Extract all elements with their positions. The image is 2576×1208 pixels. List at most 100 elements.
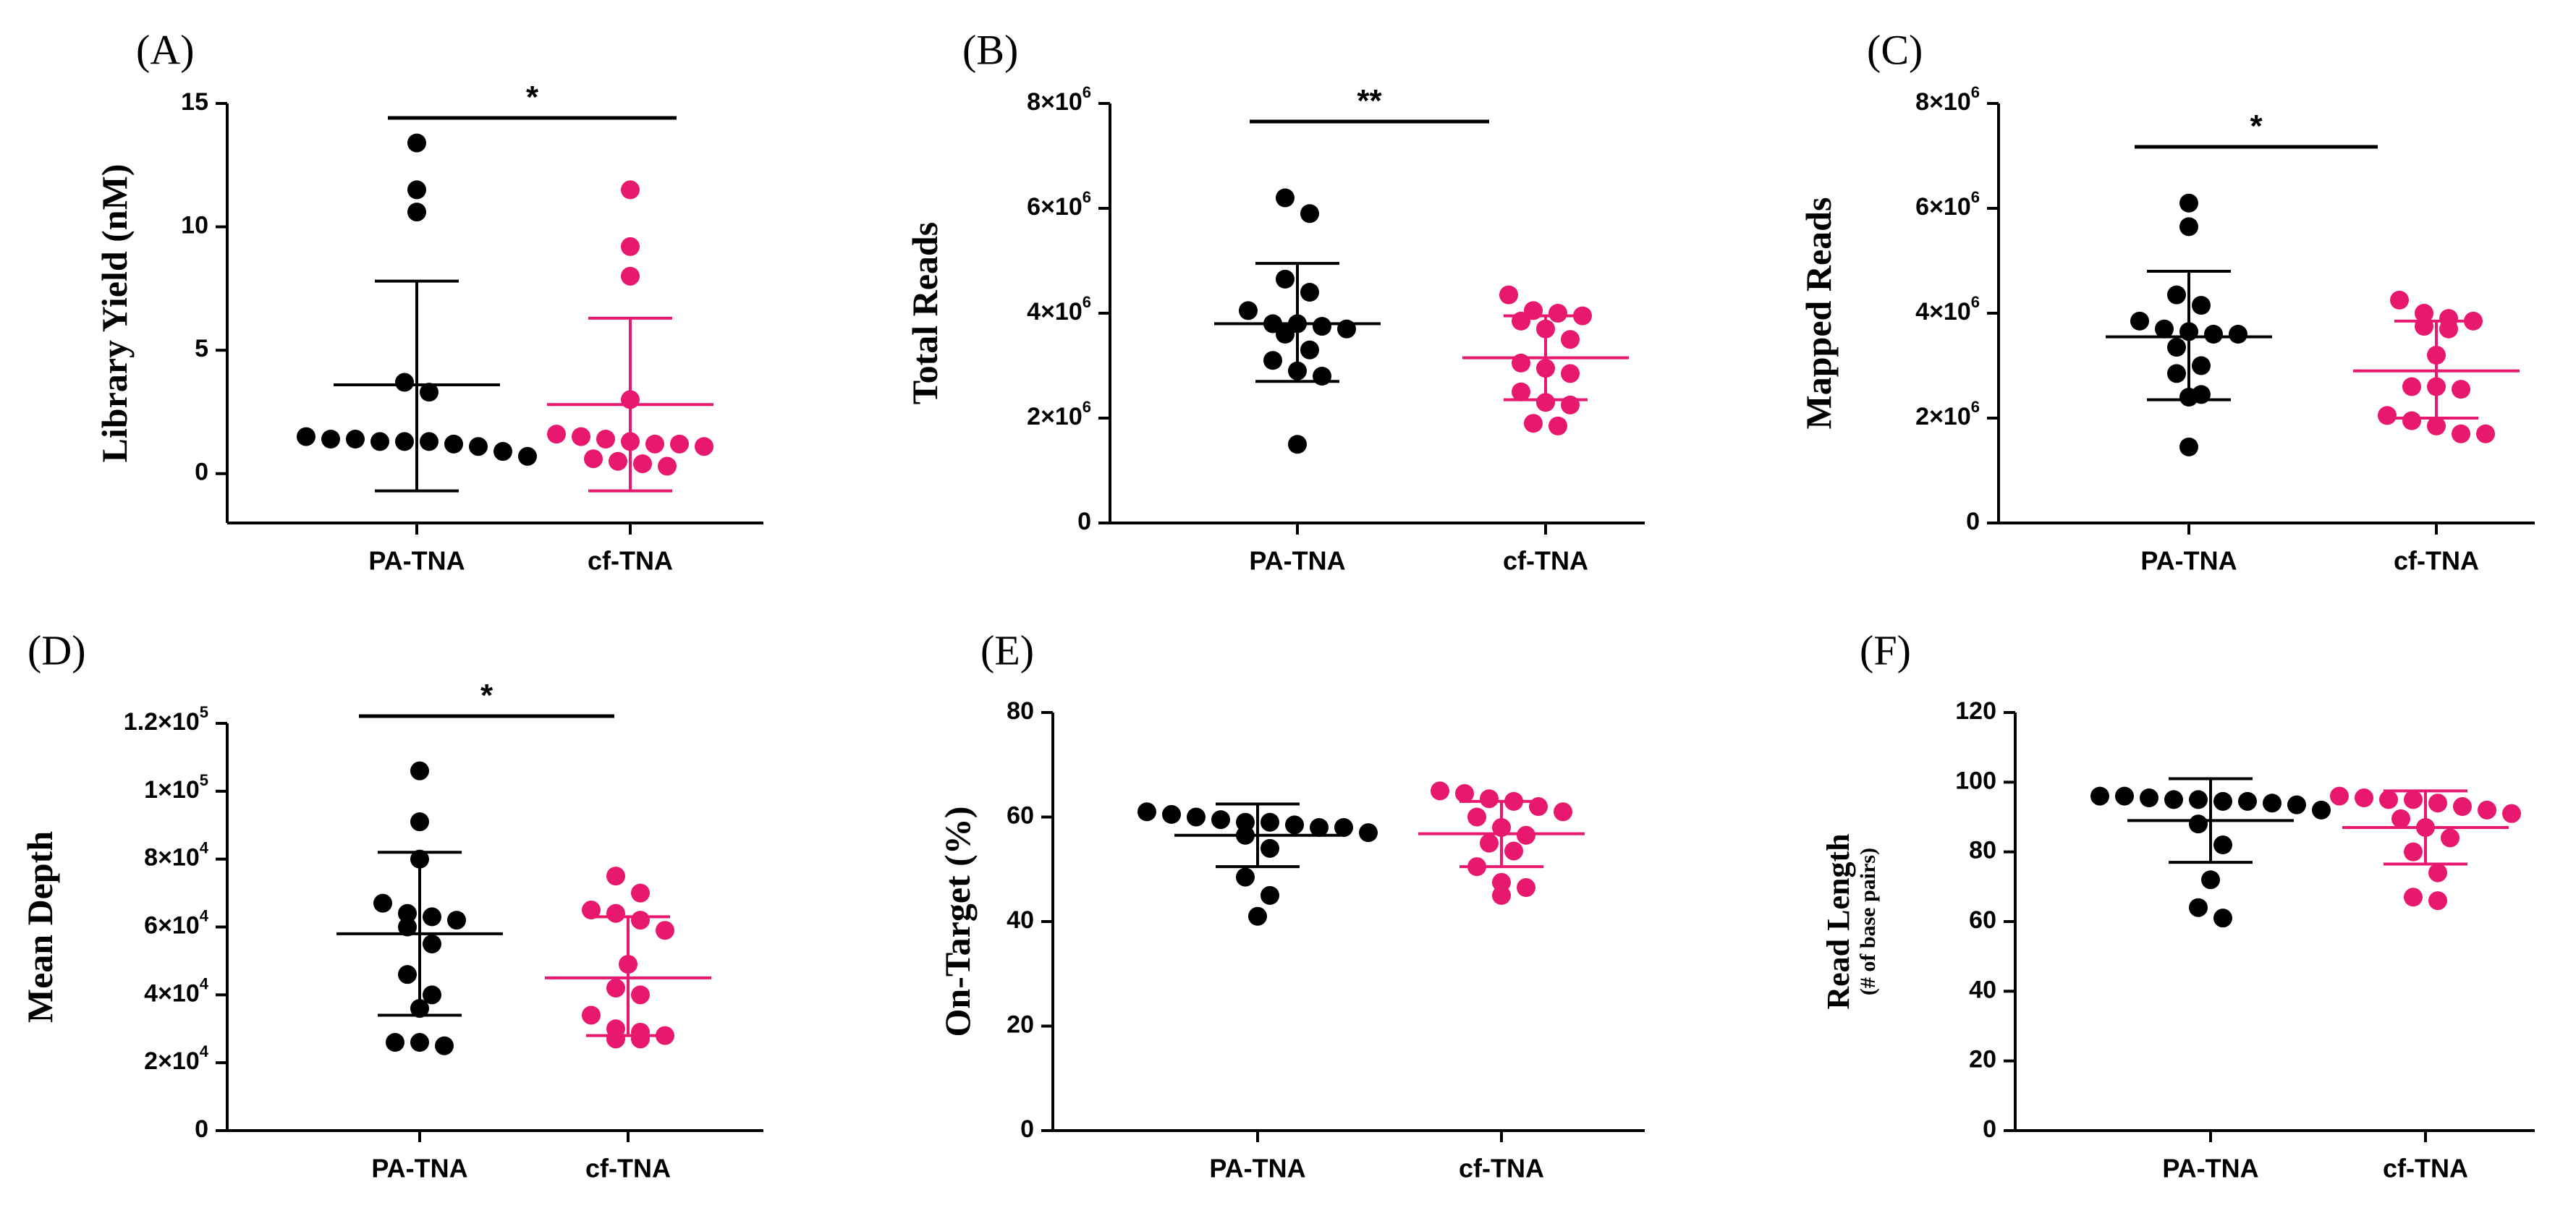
data-point [373, 893, 392, 913]
panel-c: (C) 0 2×106 4×106 6×106 8×106 PA-TNA cf-TNA Mapp… [1798, 26, 2535, 576]
data-point [2439, 319, 2458, 339]
data-point [2404, 888, 2423, 907]
data-point [2452, 380, 2470, 399]
y-tick-label: 6×106 [1915, 188, 1980, 221]
data-point [407, 133, 426, 153]
data-point [631, 911, 650, 930]
data-point [2390, 290, 2409, 310]
data-point [2355, 788, 2373, 808]
data-point [398, 903, 417, 923]
data-point [1162, 804, 1181, 824]
data-point [695, 437, 713, 456]
data-point [582, 901, 601, 920]
data-point [410, 812, 429, 832]
series-PA-TNA [336, 761, 503, 1055]
data-point [2090, 786, 2109, 806]
data-point [1300, 204, 1319, 224]
data-point [1561, 364, 1580, 383]
data-point [2287, 795, 2306, 814]
data-point [656, 921, 674, 940]
data-point [2263, 794, 2281, 813]
data-point [606, 1029, 625, 1049]
data-point [2404, 790, 2423, 809]
data-point [2189, 814, 2208, 834]
panel-letter: (B) [962, 26, 1018, 73]
data-point [447, 911, 466, 930]
x-tick-label: PA-TNA [368, 546, 465, 576]
x-tick-label: PA-TNA [2162, 1154, 2258, 1183]
data-point [1263, 351, 1282, 370]
data-point [606, 903, 625, 923]
data-point [297, 427, 315, 446]
data-point [2130, 311, 2149, 331]
data-point [444, 434, 463, 454]
data-point [2428, 891, 2447, 911]
data-point [631, 985, 650, 1005]
data-point [2404, 842, 2423, 862]
x-tick-label: PA-TNA [371, 1154, 467, 1183]
panel-e: (E) 0 20 40 60 80 PA-TNA cf-TNA On-Target (%) [937, 626, 1645, 1183]
data-point [645, 434, 664, 454]
data-point [658, 456, 677, 476]
data-point [2140, 788, 2158, 808]
data-point [633, 454, 652, 474]
data-point [321, 430, 340, 448]
significance-label: * [526, 80, 539, 115]
data-point [2415, 304, 2433, 323]
data-point [2167, 338, 2186, 357]
data-point [1261, 885, 1279, 905]
data-point [1548, 416, 1567, 435]
data-point [2115, 786, 2134, 806]
data-point [1492, 885, 1511, 905]
data-point [410, 1033, 429, 1052]
data-point [410, 761, 429, 780]
data-point [1492, 872, 1511, 892]
data-point [2402, 377, 2421, 396]
data-point [584, 449, 603, 469]
data-point [1276, 269, 1295, 289]
y-tick-label: 0 [195, 459, 208, 486]
data-point [1300, 340, 1319, 360]
data-point [2179, 217, 2198, 237]
panel-letter: (A) [136, 26, 195, 73]
data-point [1236, 812, 1255, 832]
data-point [606, 978, 625, 998]
data-point [370, 432, 389, 451]
data-point [2428, 863, 2447, 882]
data-point [1499, 285, 1518, 305]
y-tick-label: 100 [1955, 767, 1996, 794]
y-tick-label: 2×104 [144, 1042, 209, 1075]
data-point [1276, 188, 1295, 208]
data-point [1137, 802, 1156, 822]
series-cf-TNA [1418, 781, 1585, 905]
data-point [1554, 802, 1572, 822]
x-tick-label: cf-TNA [2383, 1154, 2468, 1183]
data-point [2189, 898, 2208, 917]
data-point [2312, 800, 2331, 820]
data-point [1536, 393, 1555, 412]
data-point [1310, 817, 1329, 837]
data-point [1524, 414, 1543, 433]
data-point [1561, 330, 1580, 349]
y-tick-label: 40 [1007, 906, 1034, 934]
data-point [2164, 790, 2183, 809]
y-axis-label: On-Target (%) [937, 807, 978, 1037]
data-point [1548, 304, 1567, 323]
data-point [2238, 791, 2257, 811]
data-point [346, 430, 365, 448]
y-tick-label: 8×106 [1027, 83, 1091, 116]
data-point [2204, 325, 2223, 344]
data-point [420, 383, 438, 402]
panel-d: (D) 0 2×104 4×104 6×104 8×104 1×105 1.2×105 PA-T… [20, 626, 763, 1183]
data-point [1512, 382, 1530, 401]
data-point [469, 437, 488, 456]
series-cf-TNA [2353, 290, 2520, 443]
panel-a: (A) 0 5 10 15 PA-TNA cf-TNA Library Yield (nM) * [94, 26, 763, 576]
x-tick-label: cf-TNA [588, 546, 673, 576]
y-tick-label: 4×106 [1915, 293, 1980, 326]
data-point [1288, 435, 1307, 454]
y-tick-label: 5 [195, 335, 208, 362]
data-point [606, 867, 625, 886]
y-tick-label: 80 [1969, 837, 1996, 864]
